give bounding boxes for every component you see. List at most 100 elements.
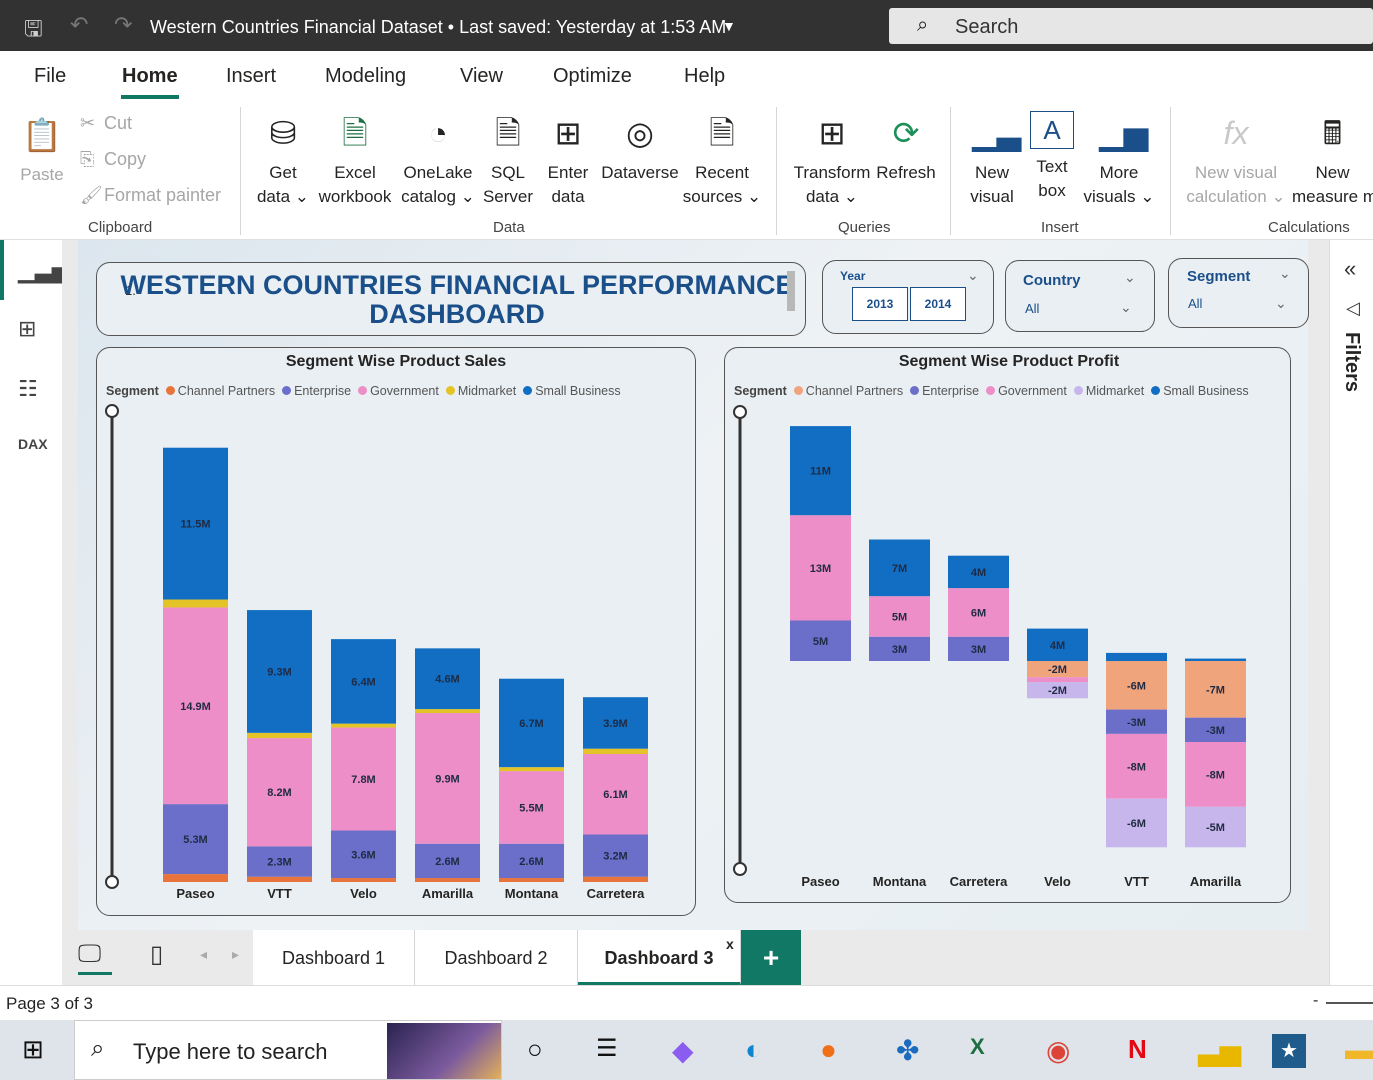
bar-segment[interactable] <box>1027 661 1088 678</box>
page-tab-dashboard-1[interactable]: Dashboard 1 <box>253 930 415 985</box>
bar-segment[interactable] <box>247 732 312 739</box>
chevron-down-icon[interactable]: ⌄ <box>1124 269 1136 285</box>
legend-item[interactable]: Government <box>998 384 1067 398</box>
zoom-out-icon[interactable]: - <box>1313 992 1319 1009</box>
zoom-slider[interactable] <box>1326 1002 1373 1004</box>
bar-segment[interactable] <box>1185 742 1246 807</box>
legend-item[interactable]: Government <box>370 384 439 398</box>
excel-workbook-button[interactable]: 🗎 Excel workbook <box>314 111 396 209</box>
bar-segment[interactable] <box>583 697 648 749</box>
scroll-left-icon[interactable]: ◂ <box>200 946 208 962</box>
bar-segment[interactable] <box>869 636 930 661</box>
taskbar-search[interactable]: ⌕ Type here to search <box>74 1020 502 1080</box>
mobile-layout-icon[interactable]: ▯ <box>150 941 164 968</box>
bar-segment[interactable] <box>331 639 396 724</box>
bar-segment[interactable] <box>499 771 564 844</box>
file-explorer-icon[interactable]: ▬ <box>1345 1034 1373 1065</box>
taskbar-search-input[interactable]: Type here to search <box>133 1039 328 1064</box>
copilot-icon[interactable]: ◆ <box>672 1035 694 1066</box>
netflix-icon[interactable]: N <box>1128 1034 1147 1064</box>
bar-segment[interactable] <box>869 596 930 637</box>
title-scrollbar[interactable] <box>787 271 795 311</box>
cut-button[interactable]: ✂ Cut <box>80 113 132 134</box>
bar-segment[interactable] <box>1027 628 1088 661</box>
desktop-layout-icon[interactable]: 🖵 <box>78 940 102 967</box>
bar-segment[interactable] <box>583 834 648 877</box>
redo-icon[interactable]: ↷ <box>114 12 133 37</box>
bar-segment[interactable] <box>1185 806 1246 848</box>
excel-icon[interactable]: X <box>970 1034 985 1059</box>
bar-segment[interactable] <box>1185 661 1246 718</box>
new-visual-button[interactable]: ▁▃ New visual <box>962 111 1022 209</box>
more-visuals-button[interactable]: ▁▅ More visuals ⌄ <box>1082 111 1156 209</box>
year-slicer[interactable]: Year ⌄ <box>822 260 994 334</box>
bar-segment[interactable] <box>1185 658 1246 661</box>
bar-segment[interactable] <box>415 878 480 882</box>
search-box[interactable]: ⌕ Search <box>889 8 1373 44</box>
bar-segment[interactable] <box>331 723 396 728</box>
legend-item[interactable]: Channel Partners <box>805 384 904 398</box>
bar-segment[interactable] <box>1027 682 1088 699</box>
bar-segment[interactable] <box>583 753 648 835</box>
search-input[interactable]: Search <box>955 16 1019 38</box>
bar-segment[interactable] <box>247 876 312 882</box>
recent-sources-button[interactable]: 🗎 Recent sources ⌄ <box>682 111 762 209</box>
menu-optimize[interactable]: Optimize <box>553 65 632 87</box>
legend-item[interactable]: Midmarket <box>1085 384 1145 398</box>
bar-segment[interactable] <box>869 539 930 597</box>
bar-segment[interactable] <box>948 555 1009 589</box>
paste-button[interactable]: 📋 Paste <box>14 113 70 187</box>
menu-file[interactable]: File <box>34 65 67 87</box>
bar-segment[interactable] <box>790 515 851 621</box>
windows-start-icon[interactable]: ⊞ <box>22 1034 44 1064</box>
bar-segment[interactable] <box>331 878 396 882</box>
year-option-2014[interactable]: 2014 <box>910 287 966 321</box>
menu-home[interactable]: Home <box>122 65 178 87</box>
chevron-down-icon[interactable]: ▼ <box>722 18 736 34</box>
tableau-icon[interactable]: ✤ <box>896 1035 920 1066</box>
bar-segment[interactable] <box>415 709 480 714</box>
add-page-button[interactable]: + <box>741 930 801 985</box>
legend-item[interactable]: Midmarket <box>457 384 517 398</box>
bar-segment[interactable] <box>163 804 228 875</box>
filters-label[interactable]: Filters <box>1341 332 1363 393</box>
range-slider-handle-bottom[interactable] <box>105 875 119 889</box>
table-view-icon[interactable]: ⊞ <box>18 316 37 341</box>
sql-server-button[interactable]: 🗎 SQL Server <box>480 111 536 209</box>
task-view-icon[interactable]: ☰ <box>596 1035 618 1062</box>
bar-segment[interactable] <box>1106 661 1167 710</box>
bar-segment[interactable] <box>1106 652 1167 661</box>
bar-segment[interactable] <box>790 620 851 662</box>
power-bi-icon[interactable]: ▃▅ <box>1198 1035 1242 1066</box>
bar-segment[interactable] <box>790 426 851 516</box>
bar-segment[interactable] <box>331 727 396 831</box>
year-option-2013[interactable]: 2013 <box>852 287 908 321</box>
model-view-icon[interactable]: ☷ <box>18 376 38 401</box>
bar-segment[interactable] <box>583 748 648 754</box>
page-tab-dashboard-3[interactable]: Dashboard 3 <box>578 930 741 985</box>
save-icon[interactable]: 🖫 <box>24 16 43 41</box>
undo-icon[interactable]: ↶ <box>70 12 89 37</box>
bar-segment[interactable] <box>415 843 480 879</box>
bar-segment[interactable] <box>499 843 564 879</box>
bar-segment[interactable] <box>247 738 312 847</box>
bar-segment[interactable] <box>499 878 564 882</box>
bar-segment[interactable] <box>163 447 228 600</box>
refresh-button[interactable]: ⟳ Refresh <box>874 111 938 185</box>
bar-segment[interactable] <box>1185 717 1246 742</box>
copy-button[interactable]: ⎘ Copy <box>80 149 146 170</box>
dataverse-button[interactable]: ◎ Dataverse <box>598 111 682 185</box>
page-tab-dashboard-2[interactable]: Dashboard 2 <box>415 930 578 985</box>
bar-segment[interactable] <box>499 678 564 768</box>
new-visual-calculation-button[interactable]: fx New visual calculation ⌄ <box>1180 111 1292 209</box>
bar-segment[interactable] <box>163 874 228 882</box>
bar-segment[interactable] <box>499 767 564 772</box>
bar-segment[interactable] <box>948 588 1009 637</box>
format-painter-button[interactable]: 🖌Format painter <box>80 185 221 206</box>
collapse-icon[interactable]: « <box>1344 256 1357 281</box>
get-data-button[interactable]: ⛁ Get data ⌄ <box>252 111 314 209</box>
bar-segment[interactable] <box>1106 733 1167 799</box>
profit-chart[interactable]: 5M 13M 11M Paseo 3M 5M 7M Montana 3M 6M 4M Carreter… <box>724 400 1291 900</box>
bar-segment[interactable] <box>948 636 1009 661</box>
legend-item[interactable]: Enterprise <box>922 384 980 398</box>
